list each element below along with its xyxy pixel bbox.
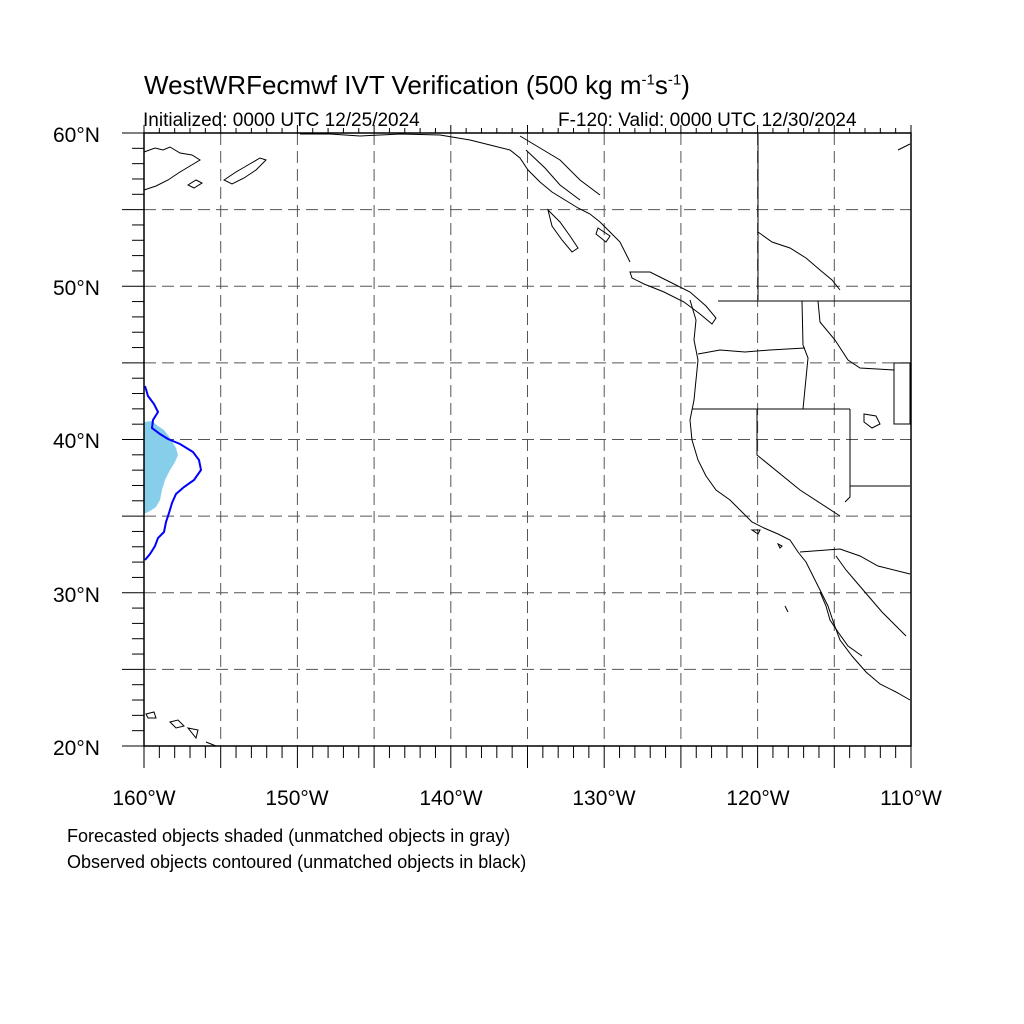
lat-lon-grid <box>144 133 911 746</box>
lon-label-140w: 140°W <box>419 787 482 810</box>
lat-label-40: 40°N <box>53 430 100 453</box>
lat-label-60: 60°N <box>53 124 100 147</box>
coastlines <box>143 133 911 747</box>
lat-label-20: 20°N <box>53 737 100 760</box>
forecast-object-shading <box>144 421 178 514</box>
valid-time-label: F-120: Valid: 0000 UTC 12/30/2024 <box>558 110 857 131</box>
observed-legend-note: Observed objects contoured (unmatched ob… <box>67 852 527 872</box>
initialized-label: Initialized: 0000 UTC 12/25/2024 <box>143 110 420 131</box>
plot-title: WestWRFecmwf IVT Verification (500 kg m-… <box>144 70 690 100</box>
observed-object-contour <box>144 385 203 561</box>
lon-label-130w: 130°W <box>572 787 635 810</box>
lon-label-150w: 150°W <box>265 787 328 810</box>
axis-ticks <box>122 125 912 768</box>
forecast-legend-note: Forecasted objects shaded (unmatched obj… <box>67 826 511 846</box>
lon-label-160w: 160°W <box>112 787 175 810</box>
political-boundaries <box>525 134 911 575</box>
lon-label-110w: 110°W <box>880 787 942 810</box>
lon-label-120w: 120°W <box>726 787 789 810</box>
lat-label-50: 50°N <box>53 277 100 300</box>
lat-label-30: 30°N <box>53 584 100 607</box>
